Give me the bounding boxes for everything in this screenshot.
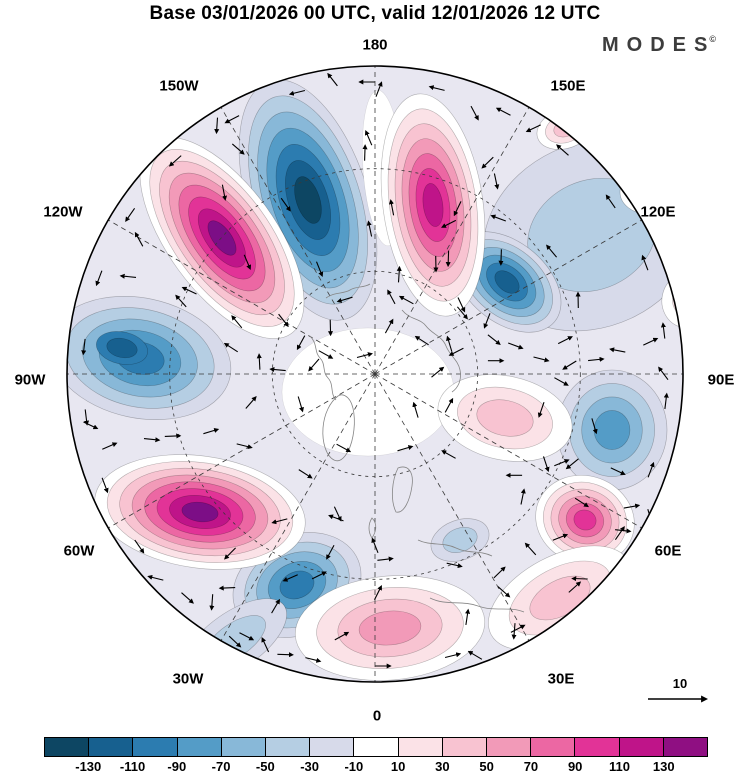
reference-vector-arrow-icon [648, 695, 709, 703]
colorbar-swatch [265, 738, 310, 756]
colorbar-tick-label: -130 [75, 759, 102, 774]
colorbar-swatch [132, 738, 177, 756]
colorbar-tick-label: -110 [119, 759, 146, 774]
colorbar-tick-label: -70 [211, 759, 231, 774]
colorbar-swatch [309, 738, 354, 756]
colorbar-swatch [45, 738, 89, 756]
modes-logo-text: MODES [602, 34, 716, 56]
colorbar-tick-label: 30 [435, 759, 450, 774]
graticule-layer [67, 66, 683, 682]
colorbar-tick-label: 110 [608, 759, 630, 774]
map-outline [66, 65, 684, 683]
colorbar-swatch [618, 738, 663, 756]
colorbar-swatch [176, 738, 221, 756]
reference-vector: 10 [642, 676, 718, 710]
colorbar-swatch [441, 738, 487, 756]
colorbar-swatch [353, 738, 398, 756]
colorbar-tick-label: 90 [567, 759, 583, 774]
colorbar-tick-label: -10 [344, 759, 364, 774]
colorbar-swatch [574, 738, 619, 756]
coastline-layer [309, 283, 525, 613]
colorbar-swatch [530, 738, 575, 756]
colorbar-tick-label: -90 [167, 759, 187, 774]
colorbar-swatch [397, 738, 442, 756]
colorbar: -130 -110 -90 -70 -50 -30 -10 10 30 50 70 90 110 130 [44, 737, 708, 777]
colorbar-swatch [220, 738, 266, 756]
colorbar-swatches [44, 737, 708, 757]
colorbar-tick-label: 50 [479, 759, 494, 774]
colorbar-swatch [88, 738, 133, 756]
contour-fill-layer [67, 79, 683, 682]
colorbar-tick-label: -50 [255, 759, 275, 774]
reference-vector-value: 10 [672, 676, 688, 691]
colorbar-tick-label: 70 [523, 759, 539, 774]
colorbar-tick-label: 10 [390, 759, 406, 774]
colorbar-tick-label: 130 [652, 759, 675, 774]
modes-logo: MODES© [602, 34, 716, 57]
map-clip-group [67, 66, 683, 682]
colorbar-swatch [662, 738, 708, 756]
colorbar-tick-labels: -130 -110 -90 -70 -50 -30 -10 10 30 50 70 90 110 130 [44, 759, 708, 777]
modes-logo-copyright-icon: © [709, 34, 716, 44]
chart-title: Base 03/01/2026 00 UTC, valid 12/01/2026… [149, 3, 601, 24]
colorbar-tick-label: -30 [300, 759, 319, 774]
colorbar-swatch [486, 738, 531, 756]
